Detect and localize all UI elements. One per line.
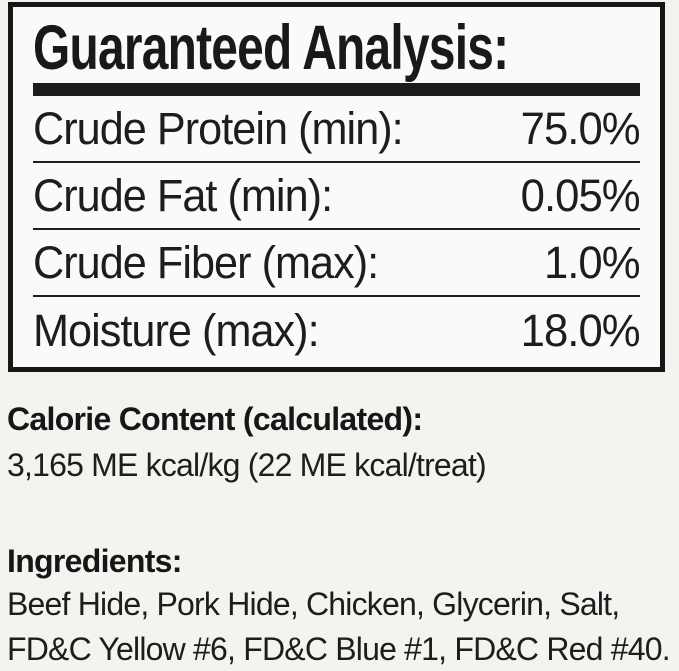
row-label: Crude Fiber (max):: [33, 236, 379, 288]
analysis-table: Crude Protein (min): 75.0% Crude Fat (mi…: [33, 96, 641, 364]
ingredients-heading: Ingredients:: [7, 543, 182, 579]
analysis-row-crude-fat: Crude Fat (min): 0.05%: [33, 163, 641, 230]
row-value: 0.05%: [521, 169, 641, 221]
guaranteed-analysis-title: Guaranteed Analysis:: [33, 13, 509, 83]
row-label: Moisture (max):: [33, 304, 320, 356]
calorie-content-heading: Calorie Content (calculated):: [7, 401, 423, 437]
row-value: 18.0%: [521, 304, 641, 356]
title-divider-bar: [33, 83, 640, 96]
analysis-row-crude-protein: Crude Protein (min): 75.0%: [33, 96, 641, 163]
ingredients-text-line: Beef Hide, Pork Hide, Chicken, Glycerin,…: [7, 586, 620, 622]
guaranteed-analysis-panel: Guaranteed Analysis: Crude Protein (min)…: [8, 2, 665, 372]
ingredients-text-line: FD&C Yellow #6, FD&C Blue #1, FD&C Red #…: [7, 631, 671, 667]
row-value: 1.0%: [544, 236, 641, 288]
row-label: Crude Fat (min):: [33, 169, 333, 221]
analysis-row-crude-fiber: Crude Fiber (max): 1.0%: [33, 230, 641, 297]
analysis-row-moisture: Moisture (max): 18.0%: [33, 297, 641, 364]
row-value: 75.0%: [521, 102, 641, 154]
row-label: Crude Protein (min):: [33, 102, 404, 154]
calorie-content-value: 3,165 ME kcal/kg (22 ME kcal/treat): [7, 447, 487, 483]
